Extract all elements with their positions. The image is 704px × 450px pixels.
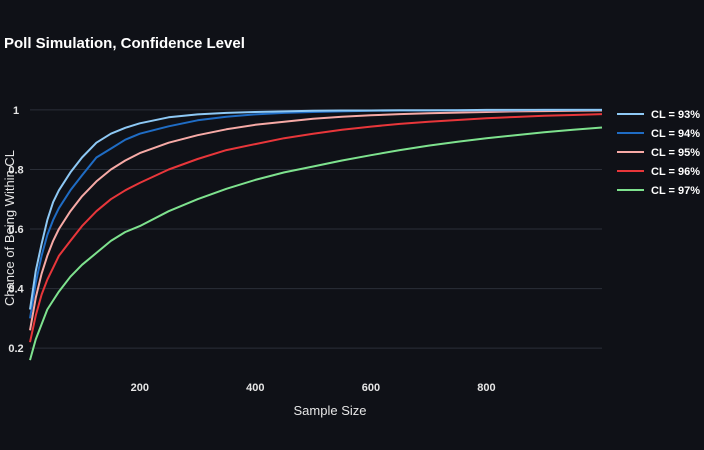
x-tick-label: 400 — [246, 382, 264, 394]
chart-title: Poll Simulation, Confidence Level — [4, 35, 245, 52]
y-tick-label: 0.4 — [8, 284, 24, 296]
legend: CL = 93% CL = 94% CL = 95% CL = 96% CL = 97% — [617, 109, 700, 197]
y-tick-label: 0.8 — [8, 164, 23, 176]
series-line — [29, 108, 602, 310]
y-tick-label: 1 — [13, 105, 19, 117]
series-line — [29, 108, 602, 319]
legend-label: CL = 95% — [651, 147, 700, 159]
x-axis-title: Sample Size — [294, 403, 367, 418]
x-tick-label: 600 — [362, 382, 380, 394]
legend-item[interactable]: CL = 94% — [617, 128, 700, 140]
legend-item[interactable]: CL = 97% — [617, 185, 700, 197]
legend-item[interactable]: CL = 95% — [617, 147, 700, 159]
legend-item[interactable]: CL = 93% — [617, 109, 700, 121]
y-tick-label: 0.6 — [8, 224, 23, 236]
legend-label: CL = 97% — [651, 185, 700, 197]
x-tick-label: 800 — [477, 382, 495, 394]
series-line — [29, 126, 603, 361]
legend-label: CL = 94% — [651, 128, 700, 140]
series-line — [29, 113, 603, 343]
series-lines — [29, 108, 603, 361]
y-tick-label: 0.2 — [8, 343, 23, 355]
x-tick-label: 200 — [131, 382, 149, 394]
series-line — [29, 109, 603, 331]
y-axis-title: Chance of Being Within CL — [2, 150, 17, 306]
tick-labels: 0.2 0.4 0.6 0.8 1 200 400 600 800 — [8, 105, 495, 394]
legend-item[interactable]: CL = 96% — [617, 166, 700, 178]
legend-label: CL = 96% — [651, 166, 700, 178]
legend-label: CL = 93% — [651, 109, 700, 121]
